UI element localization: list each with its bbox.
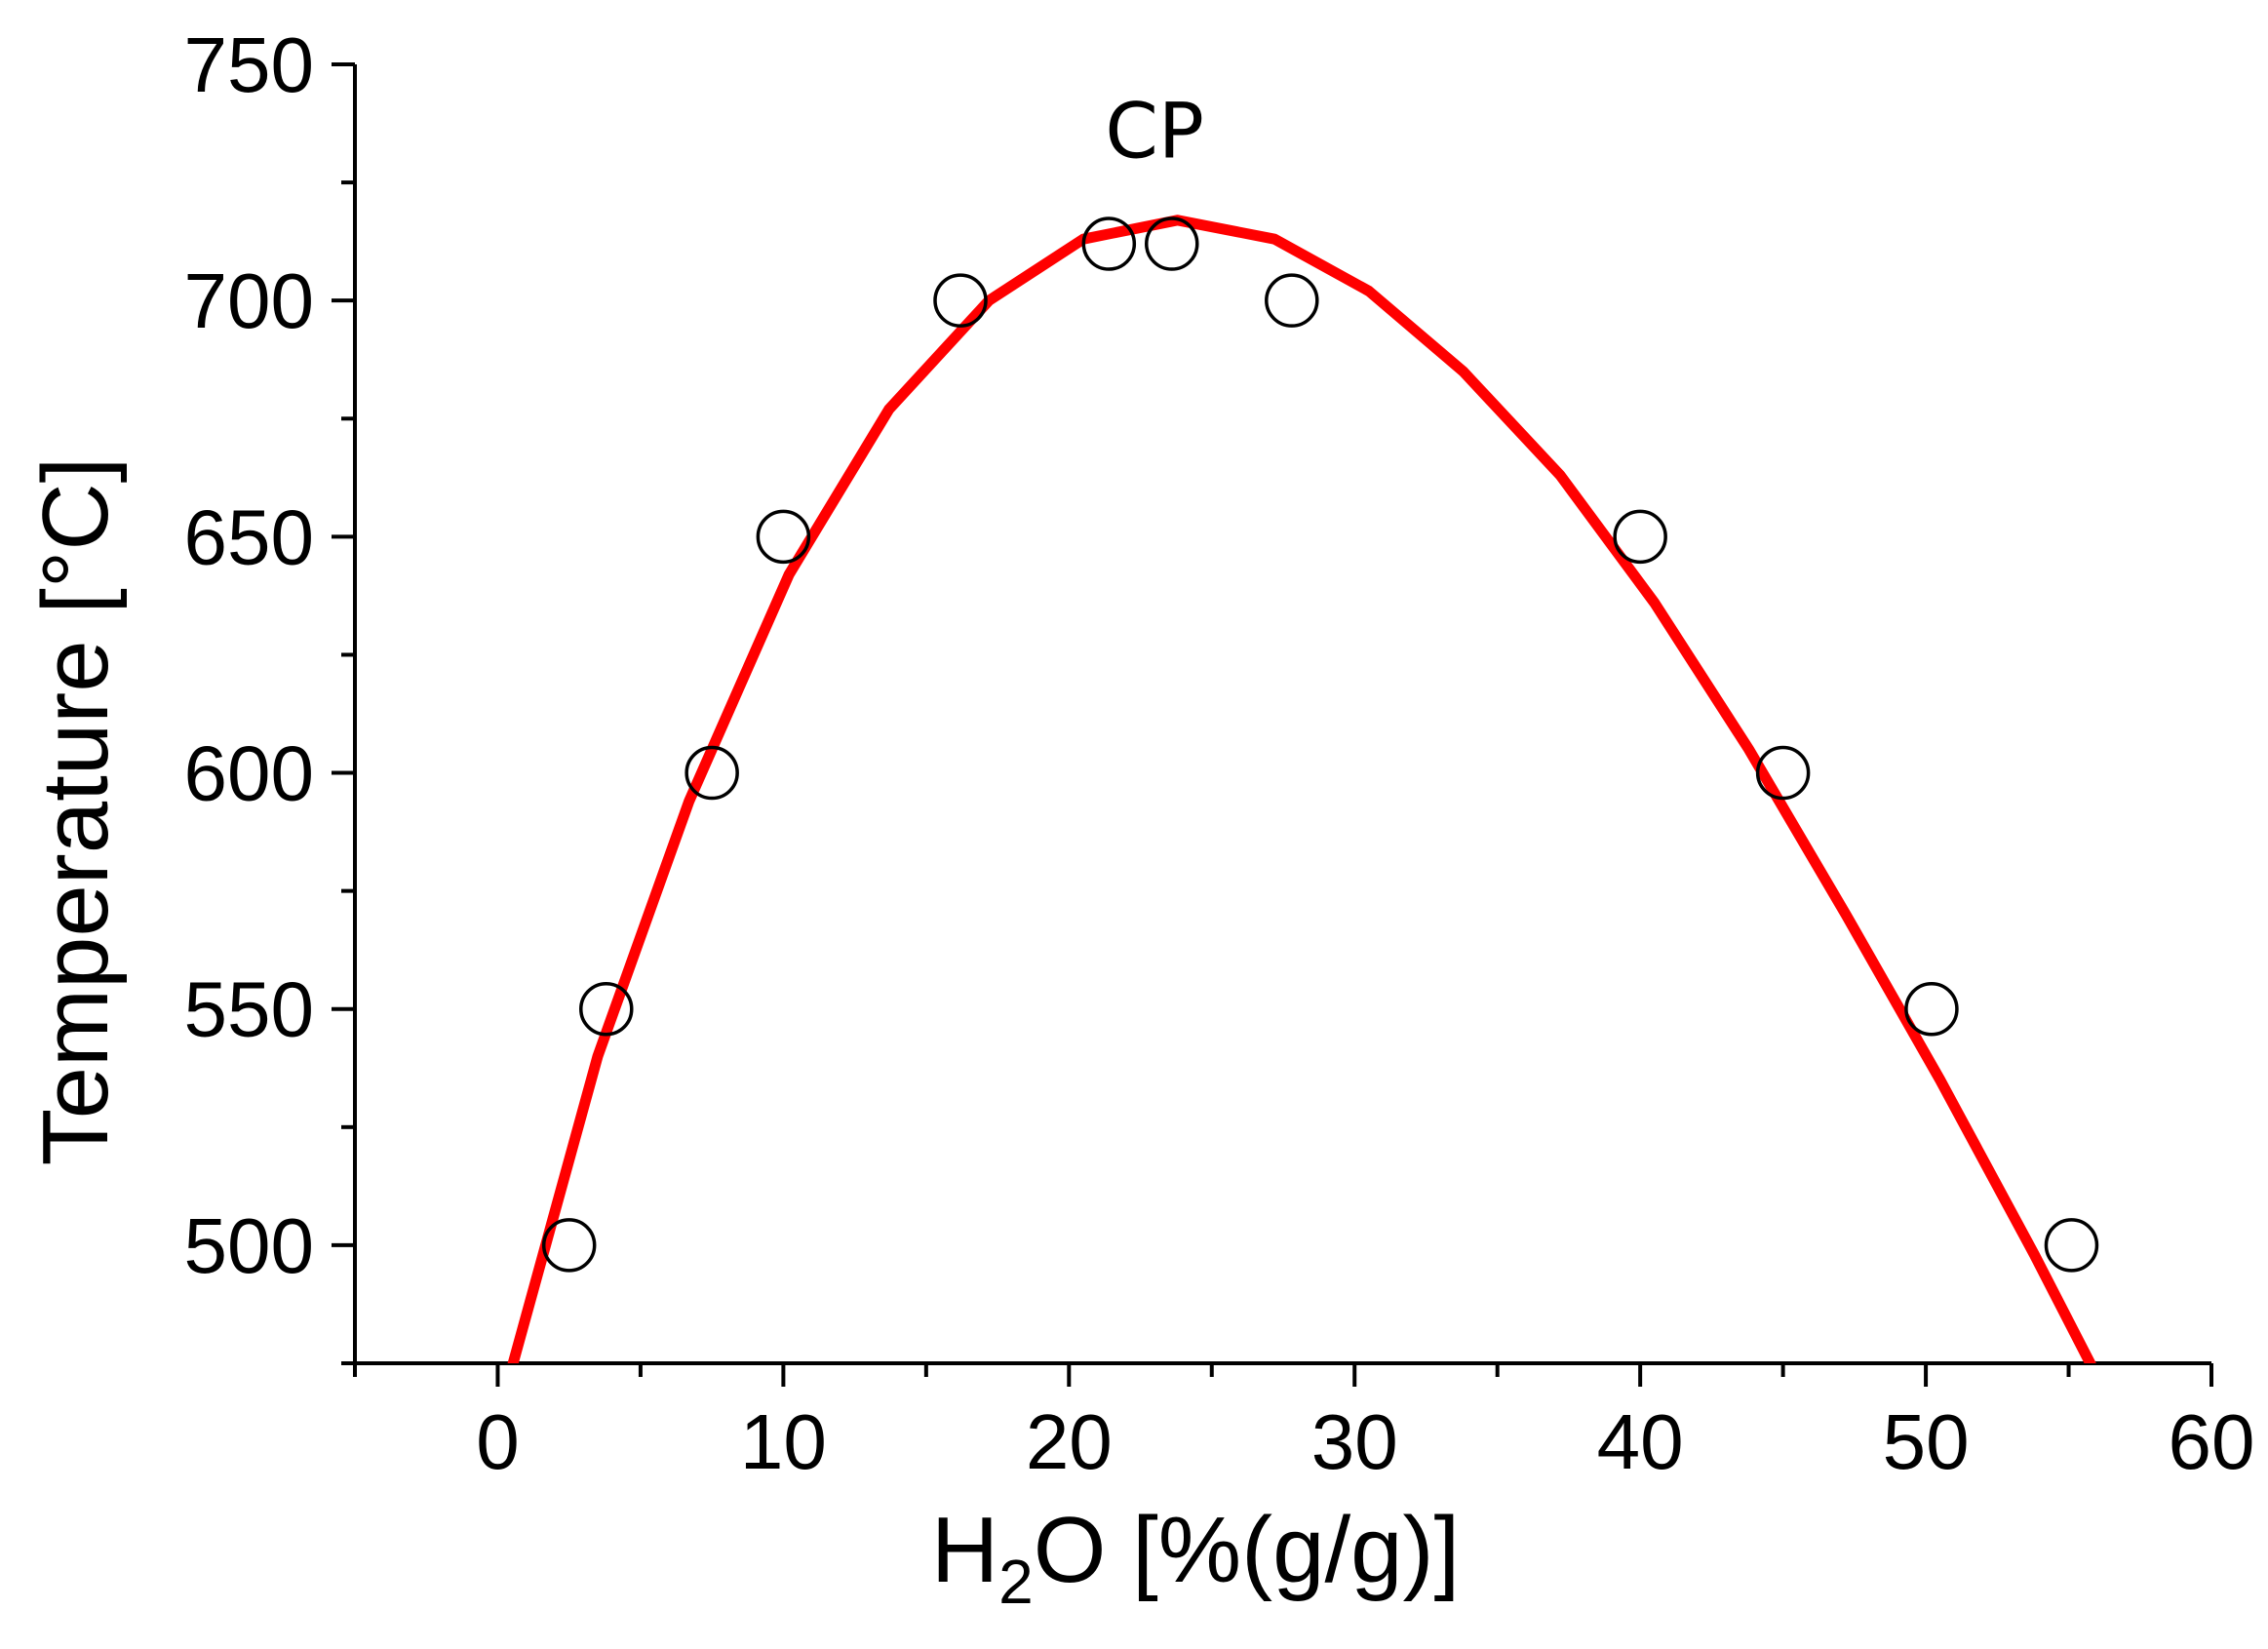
x-axis-ticks: 0 10 20 30 40 50 60 [353, 1363, 2255, 1485]
axes: 0 10 20 30 40 50 60 500 550 600 650 700 750 [184, 21, 2255, 1485]
x-tick-label: 40 [1597, 1398, 1684, 1485]
x-axis-title-h: H [931, 1498, 998, 1602]
data-point-marker [1755, 745, 1811, 801]
data-point-marker [933, 273, 988, 328]
data-point-marker [579, 981, 634, 1037]
data-point-marker [1081, 216, 1137, 271]
data-point-marker [1613, 509, 1667, 565]
x-tick-label: 30 [1311, 1398, 1398, 1485]
x-tick-label: 60 [2169, 1398, 2255, 1485]
fit-curve-line [507, 215, 2096, 1363]
y-axis-title: Temperature [°C] [23, 457, 128, 1166]
data-points-group [541, 216, 2099, 1273]
data-point-marker [1145, 216, 1199, 271]
x-tick-label: 50 [1883, 1398, 1970, 1485]
data-point-marker [684, 745, 739, 801]
y-axis-ticks: 500 550 600 650 700 750 [184, 21, 355, 1365]
data-point-marker [2044, 1218, 2099, 1273]
x-axis-title-rest: O [%(g/g)] [1034, 1498, 1460, 1602]
data-point-marker [756, 509, 811, 565]
x-tick-label: 0 [476, 1398, 520, 1485]
critical-point-label: CP [1105, 89, 1204, 177]
y-tick-label: 750 [184, 21, 314, 108]
data-point-marker [541, 1218, 597, 1273]
y-tick-label: 500 [184, 1202, 314, 1289]
x-tick-label: 10 [740, 1398, 827, 1485]
x-tick-label: 20 [1026, 1398, 1113, 1485]
x-axis-title: H2O [%(g/g)] [931, 1498, 1460, 1617]
data-point-marker [1265, 273, 1319, 328]
y-tick-label: 550 [184, 966, 314, 1053]
data-point-marker [1904, 981, 1959, 1037]
x-axis-title-subscript: 2 [998, 1547, 1034, 1617]
y-tick-label: 650 [184, 493, 314, 580]
fit-curve-group [507, 215, 2096, 1363]
y-tick-label: 600 [184, 730, 314, 817]
y-tick-label: 700 [184, 257, 314, 344]
